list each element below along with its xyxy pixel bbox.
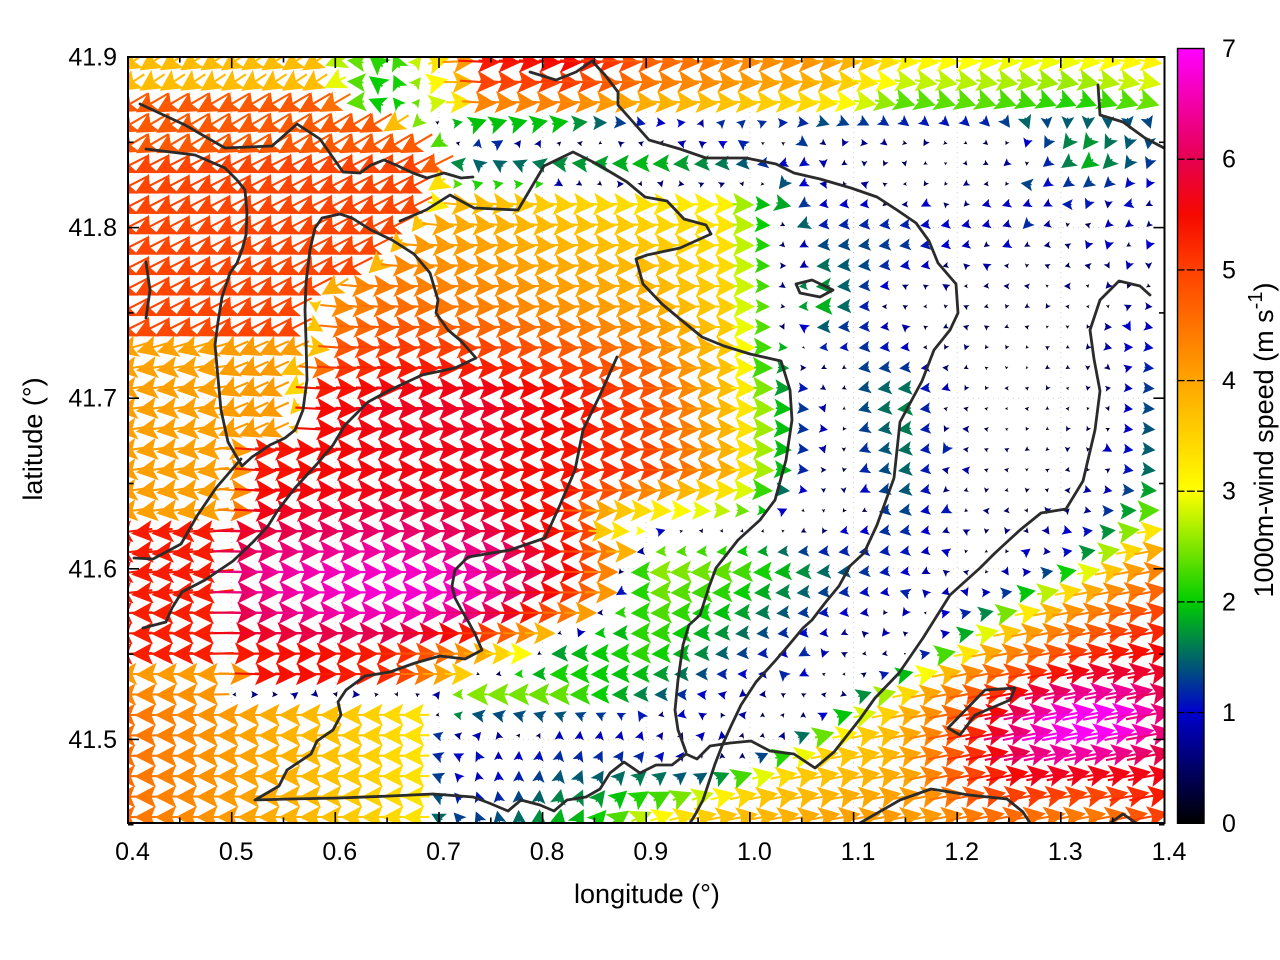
svg-text:longitude (°): longitude (°) [574,879,720,909]
svg-text:0.4: 0.4 [115,838,150,866]
svg-text:41.8: 41.8 [68,214,117,242]
svg-text:1.3: 1.3 [1048,838,1083,866]
svg-text:latitude (°): latitude (°) [18,377,48,500]
svg-text:0.9: 0.9 [633,838,668,866]
svg-text:1.4: 1.4 [1152,838,1187,866]
svg-text:6: 6 [1222,146,1236,174]
svg-text:0.8: 0.8 [530,838,565,866]
svg-text:2: 2 [1222,588,1236,616]
svg-text:7: 7 [1222,35,1236,63]
svg-text:5: 5 [1222,256,1236,284]
svg-text:0.7: 0.7 [426,838,461,866]
svg-text:1.0: 1.0 [737,838,772,866]
svg-text:41.9: 41.9 [68,44,117,72]
svg-text:0.5: 0.5 [219,838,254,866]
svg-text:1.1: 1.1 [841,838,876,866]
svg-text:1000m-wind speed (m s-1): 1000m-wind speed (m s-1) [1245,283,1279,598]
svg-text:0: 0 [1222,810,1236,838]
svg-text:41.5: 41.5 [68,726,117,754]
svg-text:41.6: 41.6 [68,555,117,583]
svg-text:3: 3 [1222,478,1236,506]
svg-text:1.2: 1.2 [944,838,979,866]
svg-text:4: 4 [1222,367,1236,395]
svg-text:1: 1 [1222,699,1236,727]
svg-text:41.7: 41.7 [68,385,117,413]
svg-text:0.6: 0.6 [322,838,357,866]
